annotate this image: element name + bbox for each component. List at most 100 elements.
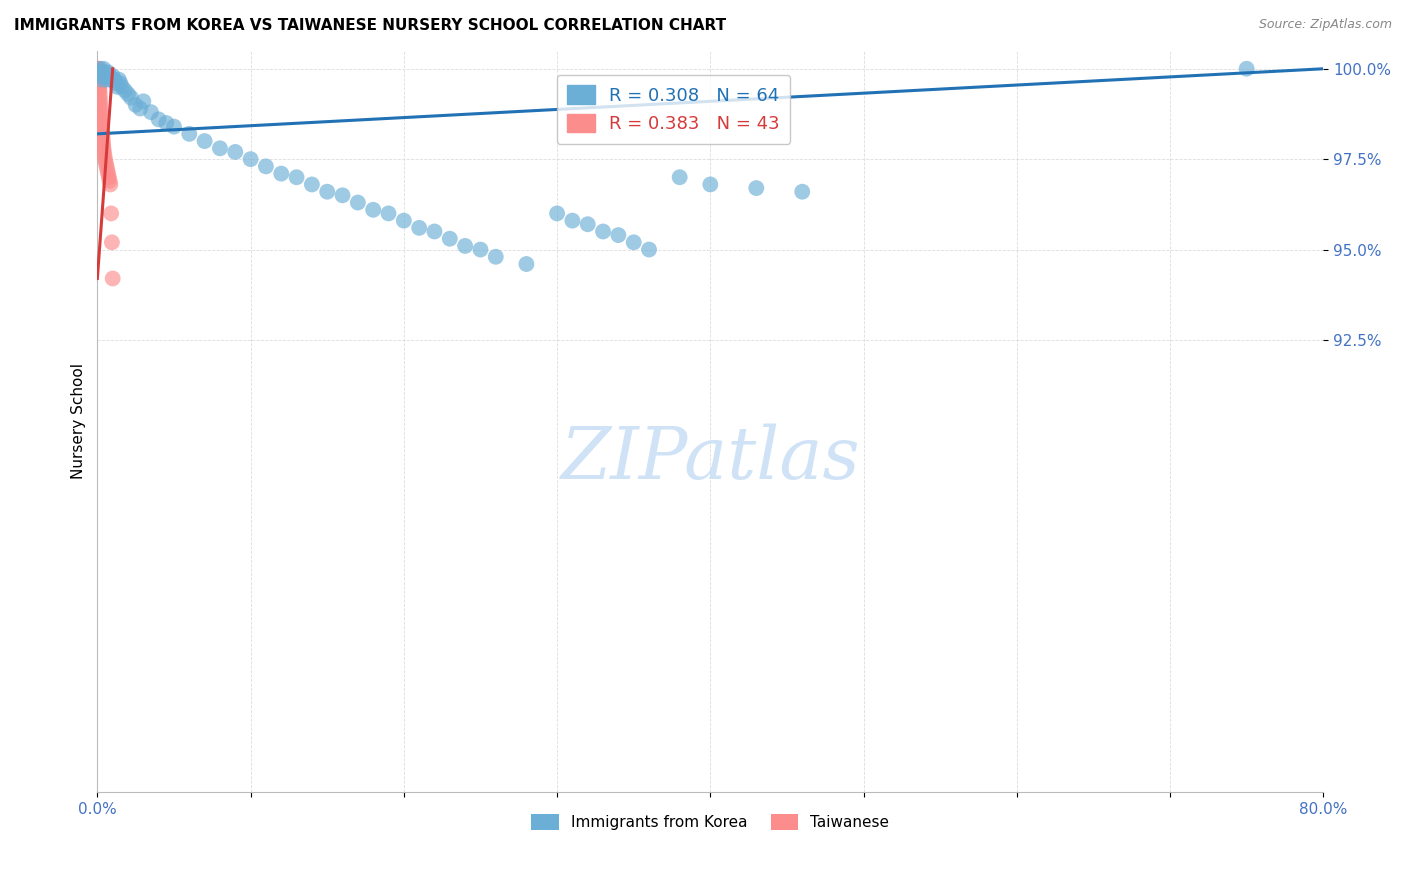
Point — [104, 76, 127, 90]
Point — [576, 217, 599, 231]
Point — [89, 95, 111, 109]
Point — [668, 170, 690, 185]
Point — [98, 69, 121, 83]
Point — [89, 98, 111, 112]
Point — [423, 225, 446, 239]
Point — [89, 79, 111, 94]
Point — [90, 116, 112, 130]
Point — [285, 170, 308, 185]
Point — [638, 243, 661, 257]
Point — [90, 109, 112, 123]
Point — [89, 83, 111, 97]
Point — [100, 72, 122, 87]
Point — [347, 195, 370, 210]
Point — [87, 65, 110, 79]
Point — [101, 69, 124, 83]
Point — [91, 65, 114, 79]
Point — [96, 72, 118, 87]
Point — [94, 69, 117, 83]
Point — [103, 72, 125, 87]
Point — [270, 167, 292, 181]
Point — [101, 235, 124, 250]
Point — [86, 62, 108, 76]
Point — [194, 134, 217, 148]
Point — [592, 225, 614, 239]
Point — [87, 65, 110, 79]
Point — [745, 181, 768, 195]
Point — [316, 185, 339, 199]
Point — [111, 79, 134, 94]
Point — [607, 228, 630, 243]
Point — [408, 220, 430, 235]
Point — [89, 62, 111, 76]
Point — [91, 134, 114, 148]
Point — [87, 72, 110, 87]
Point — [301, 178, 323, 192]
Point — [699, 178, 721, 192]
Point — [87, 72, 110, 87]
Point — [101, 271, 124, 285]
Point — [129, 102, 152, 116]
Point — [91, 130, 114, 145]
Point — [96, 163, 118, 178]
Point — [89, 105, 111, 120]
Point — [377, 206, 399, 220]
Point — [90, 120, 112, 134]
Point — [132, 95, 155, 109]
Point — [454, 239, 477, 253]
Point — [91, 123, 114, 137]
Point — [163, 120, 186, 134]
Text: ZIPatlas: ZIPatlas — [561, 423, 860, 493]
Point — [93, 145, 115, 159]
Point — [332, 188, 354, 202]
Y-axis label: Nursery School: Nursery School — [72, 363, 86, 479]
Point — [114, 83, 136, 97]
Point — [91, 72, 114, 87]
Point — [89, 102, 111, 116]
Point — [97, 167, 120, 181]
Point — [94, 152, 117, 166]
Point — [515, 257, 537, 271]
Point — [91, 127, 114, 141]
Point — [623, 235, 645, 250]
Point — [148, 112, 170, 127]
Point — [100, 206, 122, 220]
Point — [94, 65, 117, 79]
Point — [239, 152, 262, 166]
Point — [87, 69, 110, 83]
Point — [485, 250, 508, 264]
Point — [89, 76, 111, 90]
Point — [110, 76, 132, 90]
Point — [561, 213, 583, 227]
Point — [117, 87, 139, 101]
Point — [439, 232, 461, 246]
Text: IMMIGRANTS FROM KOREA VS TAIWANESE NURSERY SCHOOL CORRELATION CHART: IMMIGRANTS FROM KOREA VS TAIWANESE NURSE… — [14, 18, 725, 33]
Point — [107, 72, 129, 87]
Point — [100, 178, 122, 192]
Point — [93, 69, 115, 83]
Point — [97, 65, 120, 79]
Point — [91, 137, 114, 152]
Point — [87, 65, 110, 79]
Point — [124, 98, 146, 112]
Point — [90, 112, 112, 127]
Text: Source: ZipAtlas.com: Source: ZipAtlas.com — [1258, 18, 1392, 31]
Point — [87, 79, 110, 94]
Point — [87, 62, 110, 76]
Point — [93, 62, 115, 76]
Point — [94, 155, 117, 169]
Point — [470, 243, 492, 257]
Point — [98, 174, 121, 188]
Point — [392, 213, 415, 227]
Point — [105, 79, 128, 94]
Point — [93, 141, 115, 155]
Point — [89, 87, 111, 101]
Point — [792, 185, 814, 199]
Point — [254, 160, 277, 174]
Point — [139, 105, 162, 120]
Point — [87, 69, 110, 83]
Point — [179, 127, 201, 141]
Point — [224, 145, 246, 159]
Point — [120, 91, 142, 105]
Point — [361, 202, 384, 217]
